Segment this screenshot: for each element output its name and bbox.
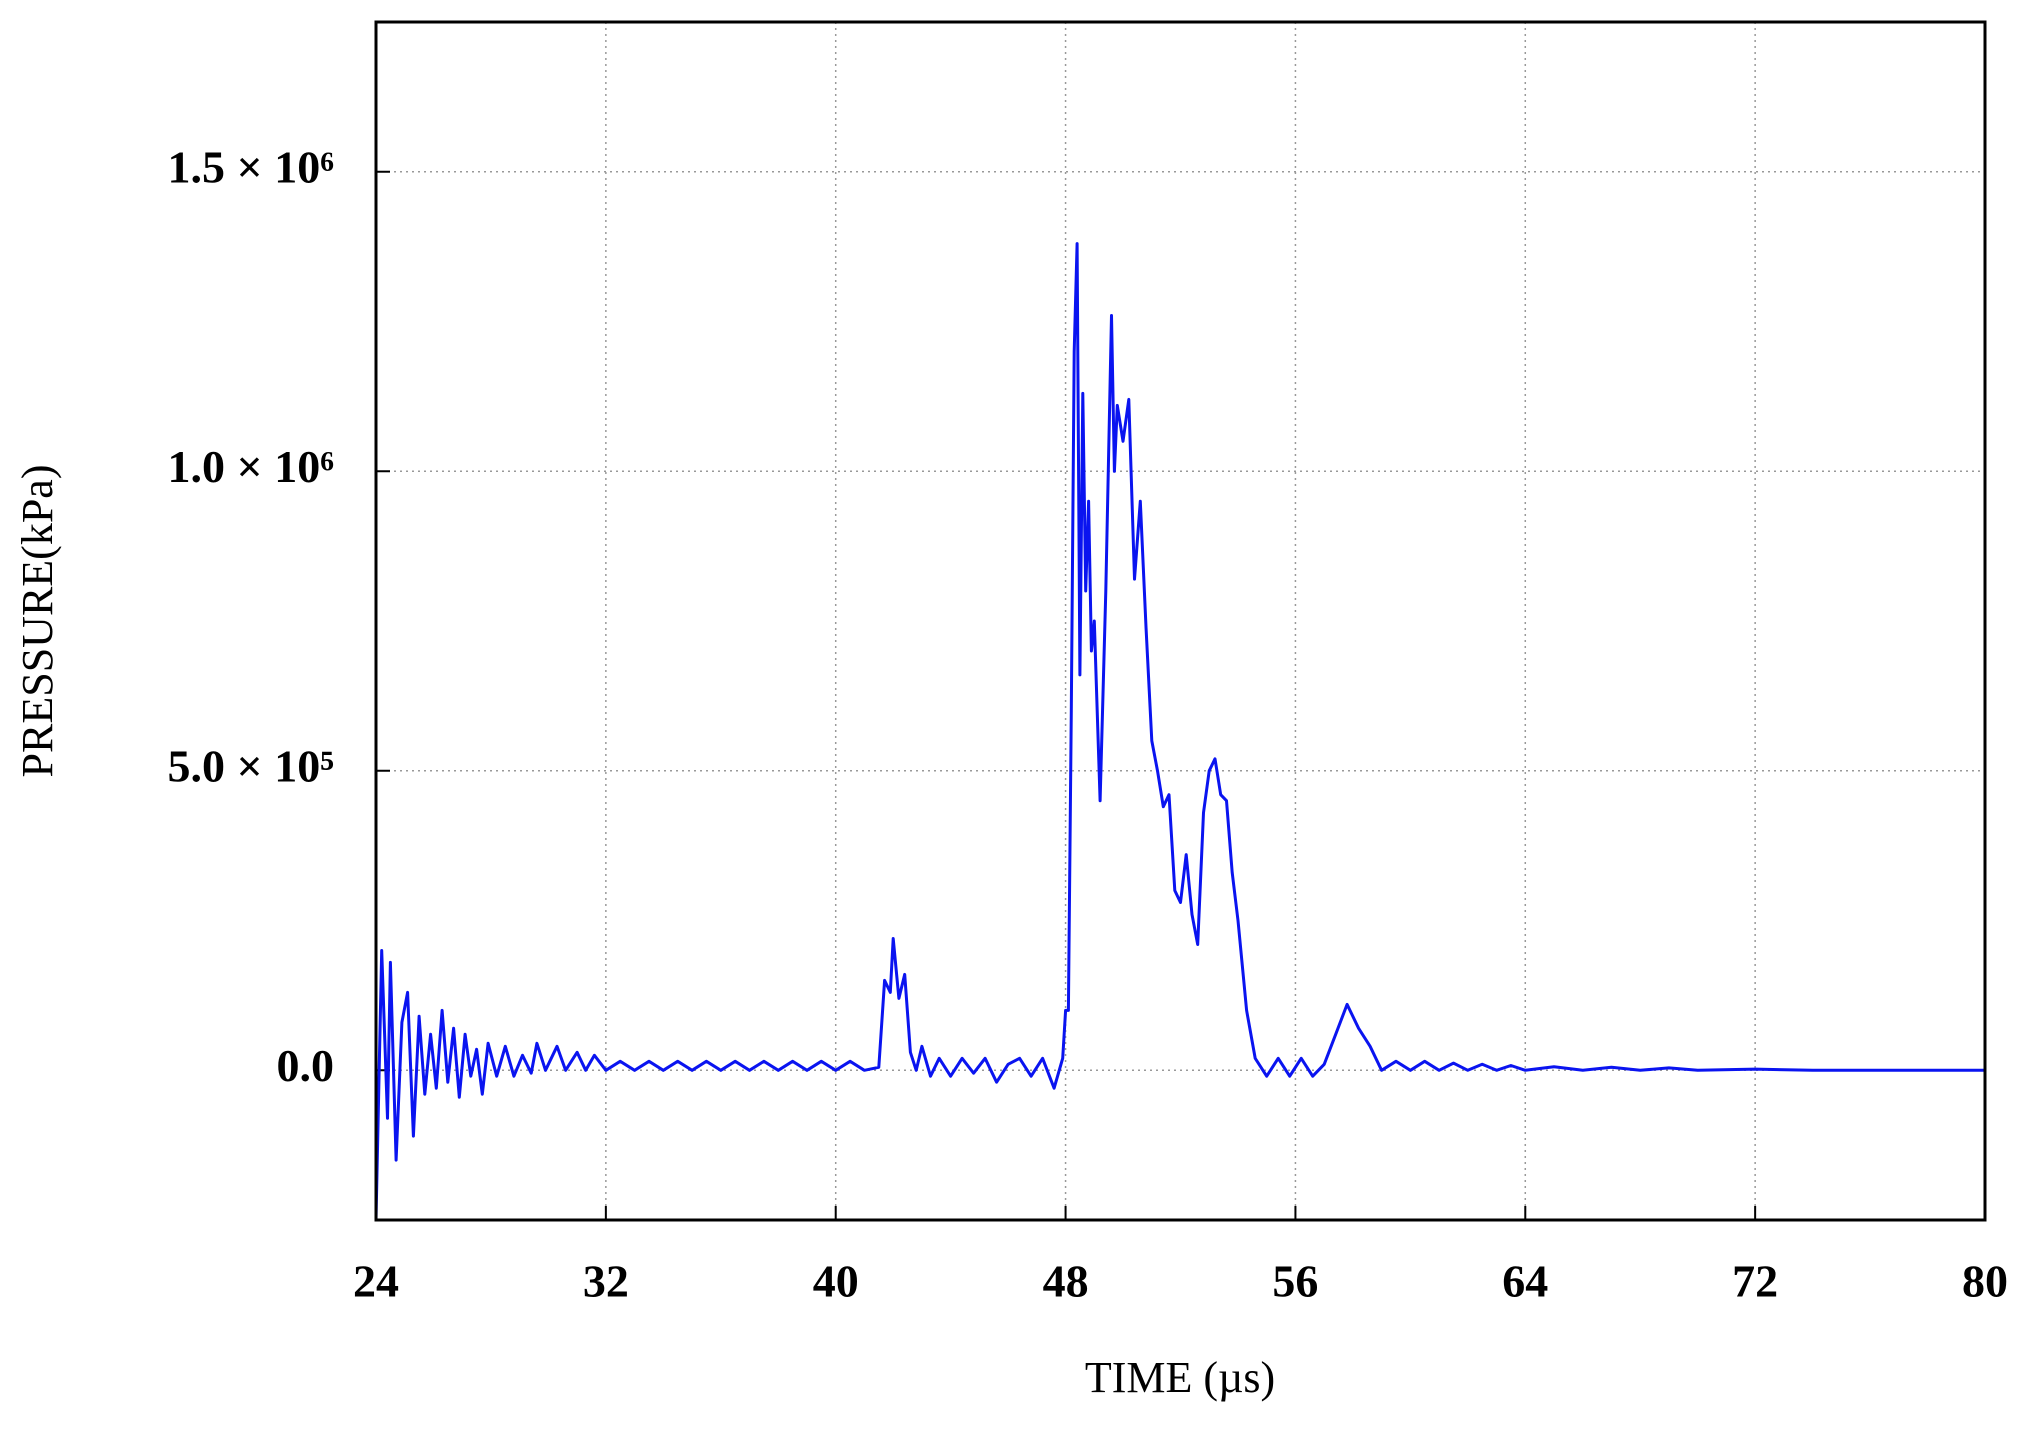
data-line [376,242,1985,1220]
x-tick-label: 64 [1502,1256,1548,1307]
y-axis-title: PRESSURE(kPa) [13,465,62,778]
y-tick-label: 1.5 × 10⁶ [167,141,334,192]
x-tick-label: 56 [1272,1256,1318,1307]
x-axis-title: TIME (µs) [1085,1353,1275,1402]
x-tick-label: 80 [1962,1256,2008,1307]
x-tick-label: 72 [1732,1256,1778,1307]
y-tick-label: 0.0 [277,1040,335,1091]
plot-frame [374,20,1987,1222]
y-tick-label: 1.0 × 10⁶ [167,441,334,492]
x-tick-label: 32 [583,1256,629,1307]
x-tick-label: 24 [353,1256,399,1307]
x-tick-label: 40 [813,1256,859,1307]
y-tick-label: 5.0 × 10⁵ [167,740,334,791]
x-tick-label: 48 [1043,1256,1089,1307]
